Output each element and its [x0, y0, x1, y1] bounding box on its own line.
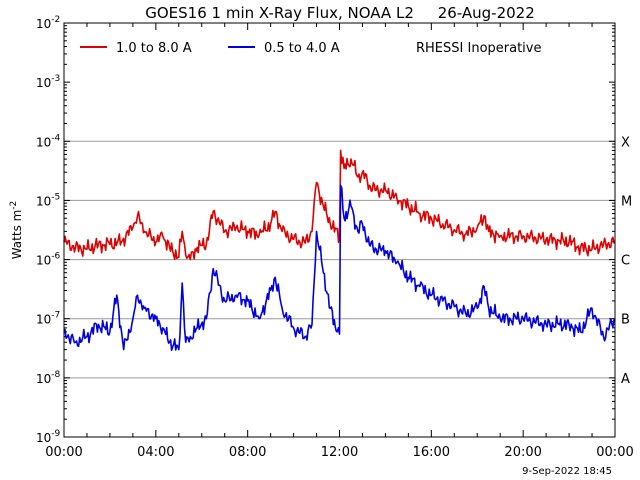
legend-label-05-4A: 0.5 to 4.0 A [264, 41, 340, 56]
y-tick-label: 10-6 [36, 252, 61, 268]
y-axis-label: Watts m-2 [9, 201, 24, 260]
legend: 1.0 to 8.0 A 0.5 to 4.0 A [80, 41, 340, 56]
x-tick-label: 08:00 [229, 445, 266, 460]
x-tick-label: 00:00 [596, 445, 633, 460]
y-tick-label: 10-9 [36, 429, 61, 445]
flare-class-X: X [621, 135, 630, 150]
x-tick-labels: 00:00 04:00 08:00 12:00 16:00 20:00 00:00 [45, 445, 633, 460]
x-tick-label: 00:00 [45, 445, 82, 460]
flare-class-M: M [621, 194, 632, 209]
y-tick-labels: 10-9 10-8 10-7 10-6 10-5 10-4 10-3 10-2 [36, 15, 61, 445]
flare-class-labels: X M C B A [621, 135, 632, 387]
plot-frame [63, 22, 616, 438]
flare-class-A: A [621, 372, 630, 387]
y-tick-label: 10-3 [36, 74, 60, 90]
series-line-1 [63, 184, 616, 352]
y-tick-label: 10-5 [36, 192, 60, 208]
rhessi-annotation: RHESSI Inoperative [416, 41, 541, 56]
x-tick-label: 12:00 [321, 445, 358, 460]
y-tick-label: 10-4 [36, 133, 61, 149]
footer-timestamp: 9-Sep-2022 18:45 [522, 466, 612, 477]
series-lines [63, 149, 616, 352]
x-tick-label: 20:00 [504, 445, 541, 460]
y-tick-label: 10-7 [36, 311, 60, 327]
y-tick-label: 10-2 [36, 15, 60, 31]
x-tick-label: 16:00 [413, 445, 450, 460]
x-tick-label: 04:00 [137, 445, 174, 460]
flare-class-B: B [621, 313, 630, 328]
legend-label-1-8A: 1.0 to 8.0 A [116, 41, 192, 56]
y-tick-label: 10-8 [36, 370, 61, 386]
flare-class-C: C [621, 254, 630, 269]
chart-title: GOES16 1 min X-Ray Flux, NOAA L2 26-Aug-… [145, 4, 535, 22]
